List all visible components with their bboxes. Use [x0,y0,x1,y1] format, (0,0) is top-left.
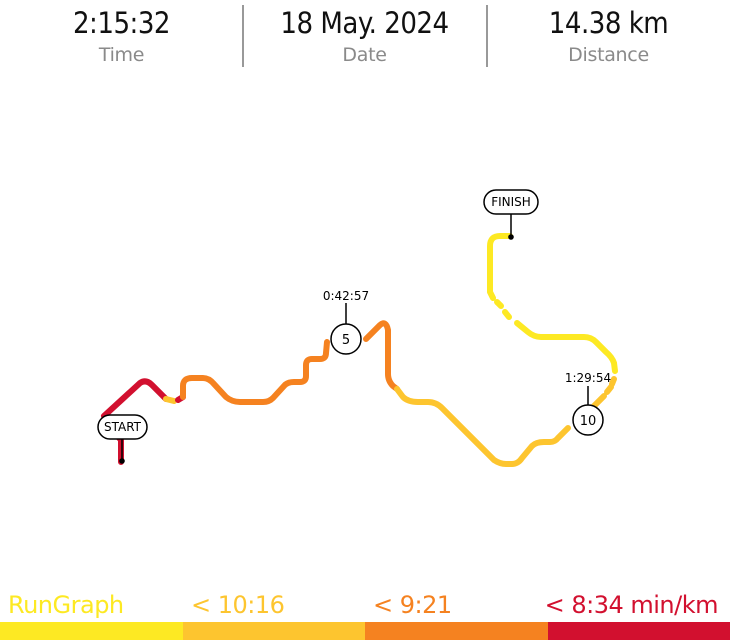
time-value: 2:15:32 [72,6,171,40]
km-marker: 1:29:54 10 [565,371,611,436]
start-marker: START [97,414,148,464]
split-km: 10 [580,414,597,429]
route-segment [502,309,512,320]
km-marker: 0:42:57 5 [323,289,369,355]
distance-label: Distance [568,44,649,66]
route-segment [487,233,513,301]
date-label: Date [342,44,387,66]
route-segment [394,386,571,467]
route-segment [591,393,607,409]
pace-bar-light-orange [183,622,365,640]
finish-label: FINISH [491,195,531,209]
route-segment [363,320,400,392]
divider [242,5,244,67]
split-time: 1:29:54 [565,371,611,385]
route-segment [163,396,177,404]
brand-label: RunGraph [8,591,124,619]
divider [486,5,488,67]
route-segment [514,320,618,374]
pace-bar-yellow [0,622,183,640]
distance-stat: 14.38 km Distance [487,0,730,65]
stats-header: 2:15:32 Time 18 May. 2024 Date 14.38 km … [0,0,730,80]
pace-bar-orange [365,622,548,640]
time-label: Time [98,44,145,66]
pace-bar-red [548,622,730,640]
time-stat: 2:15:32 Time [0,0,243,65]
route-map: START FINISH 0:42:57 5 1:29:54 10 [97,189,618,467]
date-value: 18 May. 2024 [280,6,449,40]
split-km: 5 [342,333,350,348]
finish-marker: FINISH [483,189,539,240]
date-stat: 18 May. 2024 Date [243,0,486,65]
pace-label-fast: < 8:34 min/km [544,591,719,619]
pace-label-medium: < 9:21 [373,591,452,619]
distance-value: 14.38 km [548,6,669,40]
pace-label-slow: < 10:16 [191,591,285,619]
route-segment [180,339,330,405]
route-segment [604,384,614,395]
start-label: START [104,420,142,434]
route-segment [494,299,504,309]
route-segment [609,376,617,387]
pace-legend: RunGraph < 10:16 < 9:21 < 8:34 min/km [0,588,730,640]
split-time: 0:42:57 [323,289,369,303]
